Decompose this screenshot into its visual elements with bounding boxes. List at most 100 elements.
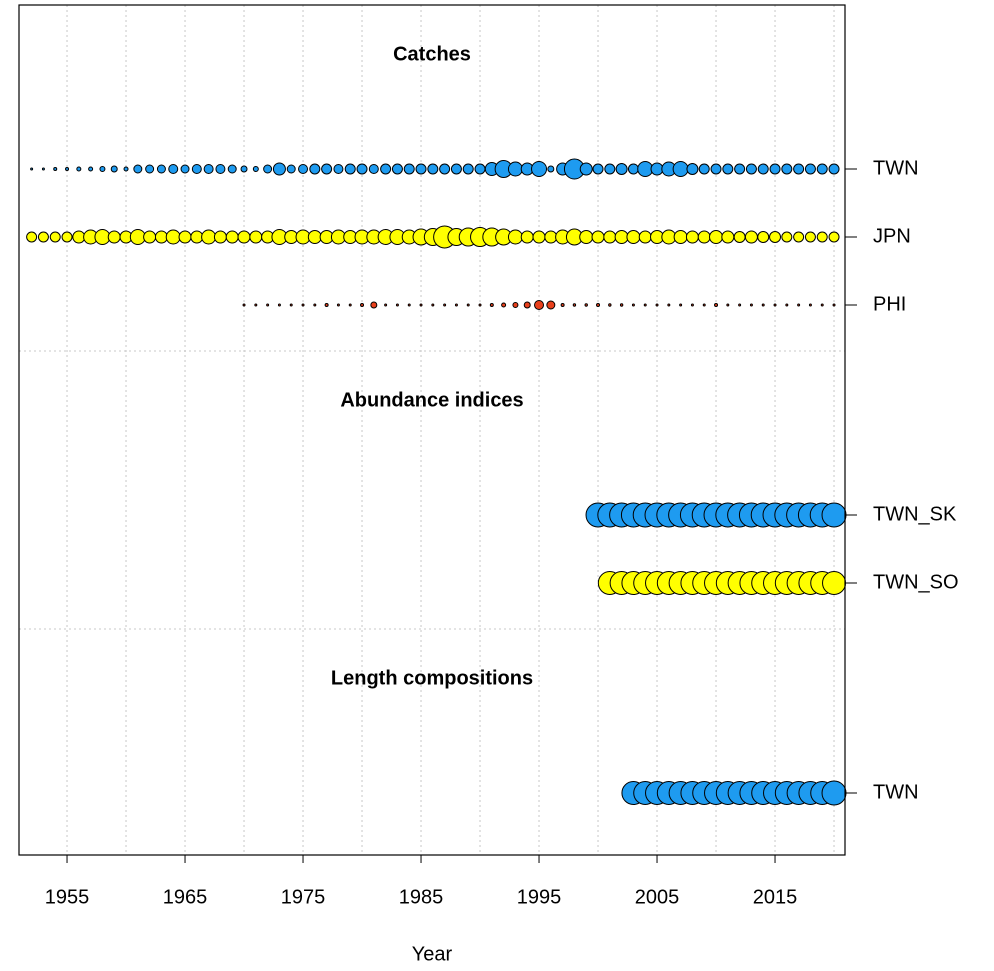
bubble xyxy=(631,303,635,307)
row-label: TWN_SK xyxy=(873,503,957,525)
bubble xyxy=(781,231,793,243)
bubble xyxy=(686,163,699,175)
bubble xyxy=(615,163,628,175)
bubble xyxy=(596,303,601,307)
bubble xyxy=(462,163,474,175)
bubble xyxy=(603,230,617,244)
bubble xyxy=(821,780,847,806)
bubble xyxy=(761,303,765,307)
bubble xyxy=(356,163,368,175)
bubble xyxy=(450,163,462,175)
bubble xyxy=(714,303,719,307)
bubble xyxy=(821,502,847,528)
bubble xyxy=(203,164,214,174)
bubble xyxy=(180,164,190,174)
bubble xyxy=(619,303,624,307)
bubble xyxy=(697,230,711,244)
bubble xyxy=(785,303,789,307)
bubble xyxy=(37,231,49,243)
bubble xyxy=(804,163,816,175)
bubble xyxy=(643,303,647,307)
bubble xyxy=(439,163,451,175)
bubble xyxy=(608,303,612,307)
bubble xyxy=(30,167,34,171)
bubble xyxy=(579,162,593,176)
bubble xyxy=(702,303,706,307)
x-tick-label: 1985 xyxy=(399,886,444,908)
section-title: Catches xyxy=(393,43,471,65)
bubble xyxy=(816,163,828,175)
bubble xyxy=(592,163,604,175)
bubble xyxy=(88,166,94,172)
bubble xyxy=(454,303,458,307)
bubble xyxy=(757,163,769,175)
bubble xyxy=(698,163,710,175)
bubble xyxy=(313,303,317,307)
bubble xyxy=(474,163,486,175)
bubble xyxy=(309,163,321,175)
bubble xyxy=(427,163,439,175)
bubble xyxy=(165,229,181,245)
bubble xyxy=(133,164,143,174)
bubble xyxy=(749,303,753,307)
bubble xyxy=(721,230,735,244)
bubble xyxy=(289,303,293,307)
bubble xyxy=(360,303,365,307)
x-tick-label: 1965 xyxy=(163,886,208,908)
bubble xyxy=(626,230,641,244)
bubble xyxy=(604,163,616,175)
bubble xyxy=(667,303,671,307)
bubble xyxy=(403,163,415,175)
bubble xyxy=(178,230,192,244)
bubble xyxy=(793,163,805,175)
bubble xyxy=(650,162,664,176)
bubble xyxy=(123,166,129,172)
bubble xyxy=(301,303,305,307)
bubble xyxy=(534,300,545,310)
bubble xyxy=(672,161,689,177)
bubble xyxy=(99,166,106,172)
bubble xyxy=(344,163,356,175)
bubble xyxy=(41,167,45,171)
bubble xyxy=(820,303,824,307)
bubble xyxy=(143,230,157,244)
bubble xyxy=(614,230,629,244)
bubble xyxy=(734,163,746,175)
bubble xyxy=(744,230,758,244)
bubble xyxy=(793,231,805,243)
bubble xyxy=(321,163,333,175)
bubble xyxy=(501,302,507,308)
bubble xyxy=(584,303,588,307)
bubble xyxy=(61,231,73,243)
bubble xyxy=(65,167,70,171)
bubble xyxy=(828,231,840,243)
bubble xyxy=(156,164,166,174)
bubble xyxy=(655,303,659,307)
x-tick-label: 1975 xyxy=(281,886,326,908)
bubble xyxy=(307,230,322,244)
bubble xyxy=(266,303,270,307)
bubble xyxy=(507,161,523,177)
bubble xyxy=(828,163,840,175)
bubble xyxy=(710,163,722,175)
bubble xyxy=(627,163,639,175)
bubble xyxy=(384,303,388,307)
bubble xyxy=(832,303,836,307)
bubble xyxy=(431,303,435,307)
bubble xyxy=(419,303,423,307)
row-label: PHI xyxy=(873,293,906,315)
bubble xyxy=(478,303,482,307)
bubble xyxy=(546,300,556,310)
bubble xyxy=(443,303,447,307)
bubble xyxy=(277,303,281,307)
bubble xyxy=(531,161,548,177)
bubble xyxy=(507,229,523,245)
bubble xyxy=(757,231,770,243)
bubble xyxy=(380,163,392,175)
bubble xyxy=(333,164,344,174)
bubble xyxy=(816,231,828,243)
bubble xyxy=(673,230,688,244)
bubble xyxy=(773,303,777,307)
bubble xyxy=(572,303,577,307)
